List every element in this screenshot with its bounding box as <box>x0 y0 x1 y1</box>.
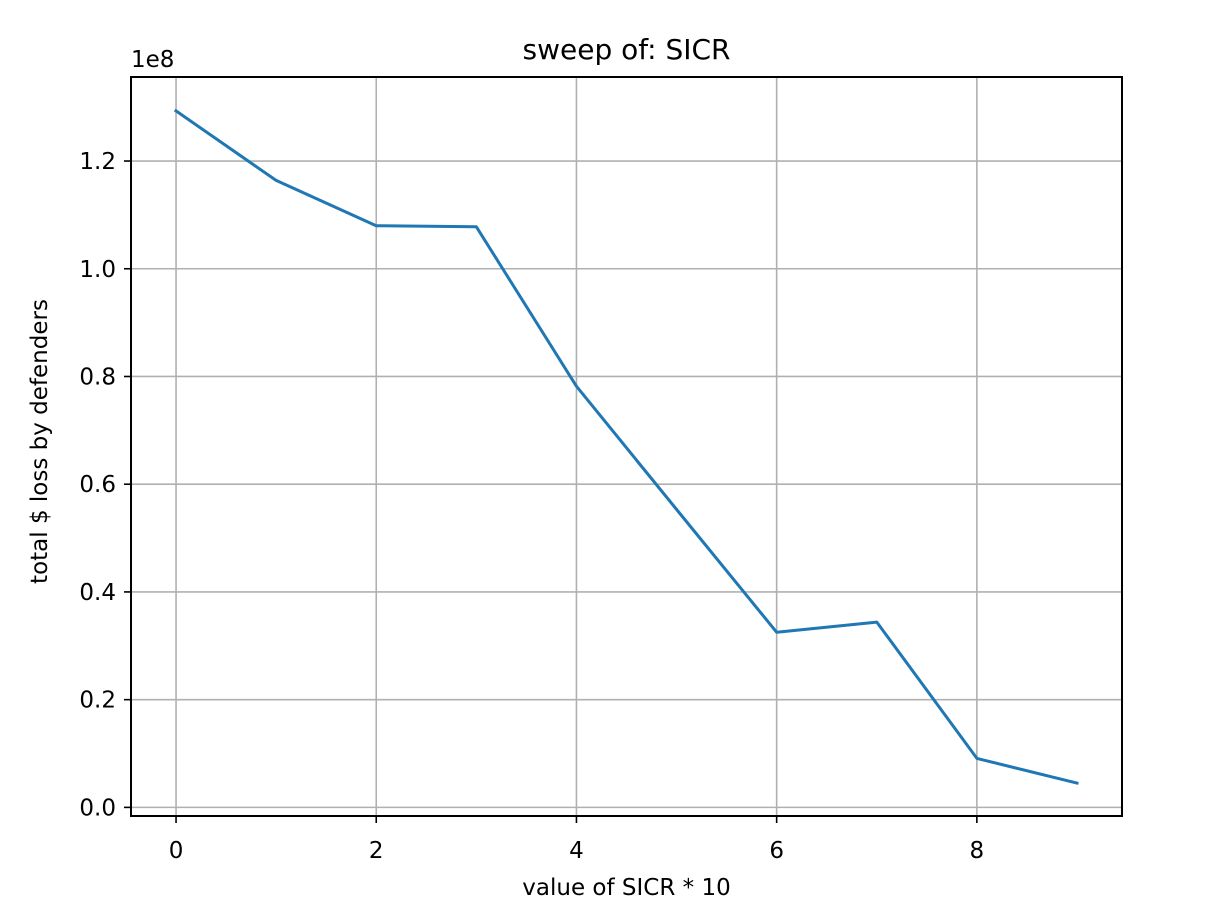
x-tick-label: 0 <box>169 838 184 864</box>
y-tick-label: 0.2 <box>79 688 116 714</box>
y-tick-label: 0.8 <box>79 364 116 390</box>
y-tick-label: 1.0 <box>79 257 116 283</box>
y-axis-offset-label: 1e8 <box>131 47 174 73</box>
chart-title: sweep of: SICR <box>523 33 731 66</box>
series-layer <box>173 108 1079 785</box>
x-tick-label: 4 <box>569 838 584 864</box>
y-tick-label: 1.2 <box>79 149 116 175</box>
x-tick-label: 6 <box>769 838 784 864</box>
y-tick-label: 0.4 <box>79 580 116 606</box>
series-line <box>173 108 1079 785</box>
y-axis-title: total $ loss by defenders <box>27 299 53 584</box>
y-axis: 0.0 0.2 0.4 0.6 0.8 1.0 1.2 <box>79 149 131 821</box>
plot-frame <box>130 76 1123 817</box>
x-axis: 0 2 4 6 8 <box>169 816 984 864</box>
x-tick-label: 8 <box>970 838 985 864</box>
y-tick-label: 0.6 <box>79 472 116 498</box>
x-tick-label: 2 <box>369 838 384 864</box>
y-tick-label: 0.0 <box>79 795 116 821</box>
x-axis-title: value of SICR * 10 <box>522 875 730 901</box>
grid <box>131 77 1122 816</box>
